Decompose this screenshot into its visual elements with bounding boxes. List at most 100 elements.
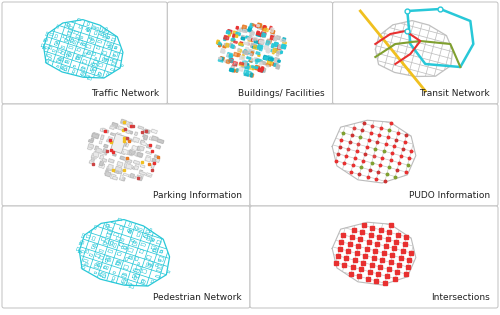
Polygon shape	[236, 69, 238, 72]
Polygon shape	[255, 66, 260, 70]
Polygon shape	[250, 23, 254, 28]
Polygon shape	[100, 128, 106, 133]
Polygon shape	[274, 58, 280, 62]
Polygon shape	[140, 170, 142, 173]
Polygon shape	[231, 45, 234, 48]
Polygon shape	[246, 57, 251, 59]
Polygon shape	[114, 171, 119, 174]
Polygon shape	[273, 45, 276, 48]
FancyBboxPatch shape	[2, 104, 250, 206]
Polygon shape	[226, 31, 230, 34]
Polygon shape	[252, 38, 254, 41]
Polygon shape	[278, 45, 282, 49]
Polygon shape	[274, 63, 278, 67]
Polygon shape	[120, 175, 124, 179]
Polygon shape	[264, 26, 266, 28]
Polygon shape	[227, 54, 229, 56]
Polygon shape	[140, 165, 145, 168]
Polygon shape	[112, 176, 117, 180]
Polygon shape	[278, 50, 281, 54]
Polygon shape	[264, 26, 266, 28]
Polygon shape	[242, 63, 247, 68]
Polygon shape	[110, 133, 116, 136]
Polygon shape	[261, 41, 264, 44]
Polygon shape	[232, 34, 235, 37]
Polygon shape	[227, 53, 232, 58]
Polygon shape	[102, 128, 106, 131]
Polygon shape	[137, 146, 142, 151]
Polygon shape	[250, 73, 254, 77]
Polygon shape	[262, 33, 264, 37]
Polygon shape	[266, 39, 271, 44]
Polygon shape	[223, 45, 226, 48]
Polygon shape	[242, 51, 246, 54]
Polygon shape	[260, 32, 266, 37]
Polygon shape	[100, 155, 104, 159]
Polygon shape	[266, 41, 270, 45]
Polygon shape	[126, 130, 132, 134]
Polygon shape	[259, 39, 264, 44]
Polygon shape	[146, 145, 152, 149]
Polygon shape	[276, 36, 280, 40]
Polygon shape	[145, 157, 150, 161]
FancyBboxPatch shape	[2, 2, 168, 104]
Polygon shape	[122, 149, 128, 154]
Polygon shape	[140, 140, 144, 145]
Polygon shape	[274, 59, 279, 63]
Polygon shape	[254, 40, 259, 43]
Polygon shape	[228, 30, 230, 33]
Polygon shape	[126, 131, 130, 134]
Polygon shape	[124, 173, 130, 177]
Polygon shape	[125, 137, 130, 141]
Polygon shape	[228, 30, 232, 33]
Polygon shape	[244, 70, 248, 74]
Polygon shape	[116, 168, 122, 174]
Polygon shape	[139, 146, 144, 151]
Polygon shape	[256, 66, 258, 69]
Polygon shape	[250, 54, 252, 56]
Polygon shape	[121, 119, 126, 124]
FancyBboxPatch shape	[2, 206, 250, 308]
Polygon shape	[240, 62, 244, 65]
Polygon shape	[124, 162, 130, 168]
Polygon shape	[123, 143, 128, 147]
Polygon shape	[145, 130, 149, 133]
Polygon shape	[110, 174, 116, 180]
Polygon shape	[250, 73, 253, 77]
Polygon shape	[232, 69, 235, 71]
Polygon shape	[241, 37, 245, 40]
Polygon shape	[231, 39, 233, 42]
Polygon shape	[218, 44, 220, 47]
Polygon shape	[229, 54, 232, 57]
Polygon shape	[282, 37, 286, 41]
Text: Pedestrian Network: Pedestrian Network	[154, 293, 242, 301]
Polygon shape	[252, 66, 254, 70]
Polygon shape	[154, 157, 160, 163]
Polygon shape	[238, 49, 242, 52]
Polygon shape	[128, 122, 132, 127]
Polygon shape	[256, 58, 260, 62]
Polygon shape	[264, 28, 268, 32]
Polygon shape	[143, 130, 149, 134]
Polygon shape	[254, 45, 258, 49]
Polygon shape	[224, 35, 229, 40]
Polygon shape	[250, 58, 254, 61]
Polygon shape	[100, 163, 104, 166]
Polygon shape	[272, 49, 275, 52]
Polygon shape	[104, 144, 108, 148]
Polygon shape	[116, 133, 121, 137]
Polygon shape	[132, 146, 135, 150]
Polygon shape	[139, 171, 145, 175]
Polygon shape	[88, 144, 94, 149]
Polygon shape	[219, 43, 222, 46]
Polygon shape	[254, 58, 258, 62]
Polygon shape	[116, 140, 121, 144]
Polygon shape	[254, 38, 256, 41]
Polygon shape	[235, 64, 236, 66]
Polygon shape	[120, 156, 126, 160]
Polygon shape	[108, 137, 112, 142]
Polygon shape	[245, 47, 249, 52]
Polygon shape	[270, 33, 275, 37]
Polygon shape	[146, 174, 152, 177]
Polygon shape	[232, 34, 235, 37]
